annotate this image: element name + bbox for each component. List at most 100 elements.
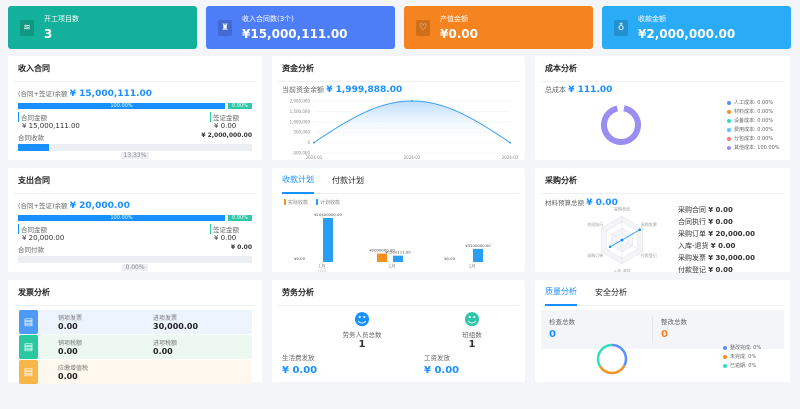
- quality-donut-chart: [596, 343, 628, 375]
- total-value: ¥ 111.00: [568, 85, 613, 95]
- legend-item[interactable]: 分包成本: 0.00%: [727, 135, 780, 144]
- bar-value-label: ¥2000000.00: [369, 248, 395, 253]
- legend-label: 人工成本: 0.00%: [734, 100, 774, 106]
- y-tick-label: 0: [307, 140, 310, 145]
- bar-value-label: ¥0.00: [294, 256, 305, 261]
- legend-dot: [727, 118, 731, 123]
- kpi-card[interactable]: ♁ 收款金额 ¥2,000,000.00: [602, 6, 791, 49]
- kpi-card[interactable]: ♜ 收入合同数(3个) ¥15,000,111.00: [206, 6, 395, 49]
- radar-axis: [621, 239, 643, 253]
- invoice-row: ▤ 销项发票 0.00 进项发票 30,000.00: [19, 310, 252, 334]
- collect-value: ¥ 2,000,000.00: [201, 132, 252, 139]
- labor-panel: 劳务分析 ☻ 劳务人员总数 1 ☻ 班组数 1 生活费发放 ¥ 0.00 工资发放…: [272, 280, 525, 382]
- radar-axis-label: 采购合同: [614, 206, 630, 212]
- tab-collection-plan[interactable]: 收款计划: [282, 168, 314, 194]
- payment-label: 合同付款: [18, 246, 44, 254]
- legend-dot: [727, 136, 731, 141]
- legend-dot: [723, 354, 727, 359]
- legend-label[interactable]: 计划收款: [320, 199, 340, 206]
- data-point[interactable]: [411, 100, 413, 103]
- x-tick-label: 1月: [318, 264, 325, 270]
- y-tick-label: 1,500,000: [290, 109, 311, 114]
- living-value: ¥ 0.00: [282, 365, 318, 376]
- invoice-label: 进项发票: [153, 315, 178, 322]
- purchase-item-value: ¥ 0.00: [708, 266, 733, 274]
- panel-title: 收入合同: [14, 56, 256, 82]
- purchase-item-label: 合同执行: [678, 218, 706, 226]
- legend-item[interactable]: 未完成: 0%: [723, 353, 761, 362]
- legend-item[interactable]: 费用成本: 0.00%: [727, 126, 780, 135]
- bar-value-label: ¥3100000.00: [465, 243, 491, 248]
- income-contract-panel: 收入合同 (合同+签证)余额 ¥ 15,000,111.00 100.00% 0.…: [8, 56, 262, 160]
- tab-safety[interactable]: 安全分析: [595, 288, 627, 297]
- legend-label: 整改完成: 0%: [730, 345, 762, 351]
- collect-pct: 13.33%: [120, 152, 150, 159]
- bar[interactable]: [323, 218, 333, 262]
- bar[interactable]: [473, 248, 483, 262]
- tax-hand-icon: ▤: [19, 335, 38, 359]
- legend-item[interactable]: 整改完成: 0%: [723, 344, 761, 353]
- payment-progress: [18, 256, 252, 263]
- legend-label: 未完成: 0%: [730, 354, 757, 360]
- legend-label: 其他成本: 100.00%: [734, 145, 780, 151]
- workers-label: 劳务人员总数: [342, 331, 382, 339]
- invoice-panel: 发票分析 ▤ 销项发票 0.00 进项发票 30,000.00 ▤ 销项税额 0.00 进项税额…: [8, 280, 262, 384]
- cost-donut-chart: [601, 104, 641, 145]
- radar-point[interactable]: [608, 245, 612, 249]
- y-tick-label: 1,000,000: [290, 119, 311, 124]
- purchase-item-label: 采购发票: [678, 254, 706, 262]
- legend-dot: [727, 100, 731, 105]
- legend-item[interactable]: 设备成本: 0.00%: [727, 117, 780, 126]
- purchase-item-value: ¥ 0.00: [708, 206, 733, 214]
- payment-pct: 0.00%: [122, 264, 148, 271]
- x-sub-label: 2024: [318, 269, 328, 272]
- purchase-item-label: 付款登记: [678, 266, 706, 274]
- contract-pct-bar: 100.00%: [18, 215, 225, 221]
- legend-dot: [727, 127, 731, 132]
- donut-slice-undone: [596, 343, 628, 375]
- invoice-value: 30,000.00: [153, 322, 199, 331]
- kpi-card[interactable]: ≋ 开工项目数 3: [8, 6, 197, 49]
- invoice-label: 应缴增值税: [58, 365, 89, 372]
- total-label: 总成本: [545, 86, 566, 94]
- purchase-item: 采购订单 ¥ 20,000.00: [678, 228, 755, 240]
- area-fill: [314, 101, 510, 143]
- receipt-icon: ▤: [19, 310, 38, 334]
- budget-value: ¥ 0.00: [586, 198, 618, 208]
- expense-contract-panel: 支出合同 (合同+签证)余额 ¥ 20,000.00 100.00% 0.00% …: [8, 168, 262, 272]
- radar-axis-label: 采购订单: [587, 252, 603, 258]
- radar-axis-label: 合同执行: [587, 221, 603, 227]
- visa-label: 签证金额: [210, 224, 252, 234]
- radar-point[interactable]: [638, 228, 641, 232]
- tab-payment-plan[interactable]: 付款计划: [332, 176, 364, 185]
- visa-pct-bar: 0.00%: [228, 103, 252, 109]
- purchase-item-label: 采购合同: [678, 206, 706, 214]
- kpi-label: 收入合同数(3个): [242, 15, 294, 23]
- tab-quality[interactable]: 质量分析: [545, 280, 577, 306]
- bar[interactable]: [377, 253, 387, 262]
- legend-item[interactable]: 其他成本: 100.00%: [727, 144, 780, 153]
- kpi-value: ¥15,000,111.00: [242, 27, 348, 41]
- panel-title: 劳务分析: [278, 280, 519, 306]
- bar-value-label: ¥0.00: [444, 256, 455, 261]
- legend-item[interactable]: 已逾期: 0%: [723, 362, 761, 371]
- kpi-card[interactable]: ♡ 产值金额 ¥0.00: [404, 6, 593, 49]
- legend-item[interactable]: 材料成本: 0.00%: [727, 108, 780, 117]
- legend-item[interactable]: 人工成本: 0.00%: [727, 99, 780, 108]
- invoice-label: 销项税额: [58, 340, 83, 347]
- living-label: 生活费发放: [282, 354, 315, 362]
- purchase-item-value: ¥ 0.00: [708, 218, 733, 226]
- purchase-item: 合同执行 ¥ 0.00: [678, 216, 755, 228]
- purchase-panel: 采购分析 材料预算总额 ¥ 0.00 采购合同 采购发票 付款登记 入库-退货 采购订单…: [535, 168, 790, 274]
- data-point[interactable]: [313, 141, 315, 144]
- purchase-item: 采购合同 ¥ 0.00: [678, 204, 755, 216]
- team-icon: ☻: [463, 310, 481, 329]
- legend-label[interactable]: 实际收款: [288, 199, 308, 206]
- bar[interactable]: [393, 255, 403, 262]
- invoice-label: 进项税额: [153, 340, 178, 347]
- data-point[interactable]: [509, 141, 511, 144]
- donut-slice-other: [601, 104, 641, 145]
- radar-axis-label: 采购发票: [641, 221, 657, 227]
- radar-point[interactable]: [620, 238, 624, 242]
